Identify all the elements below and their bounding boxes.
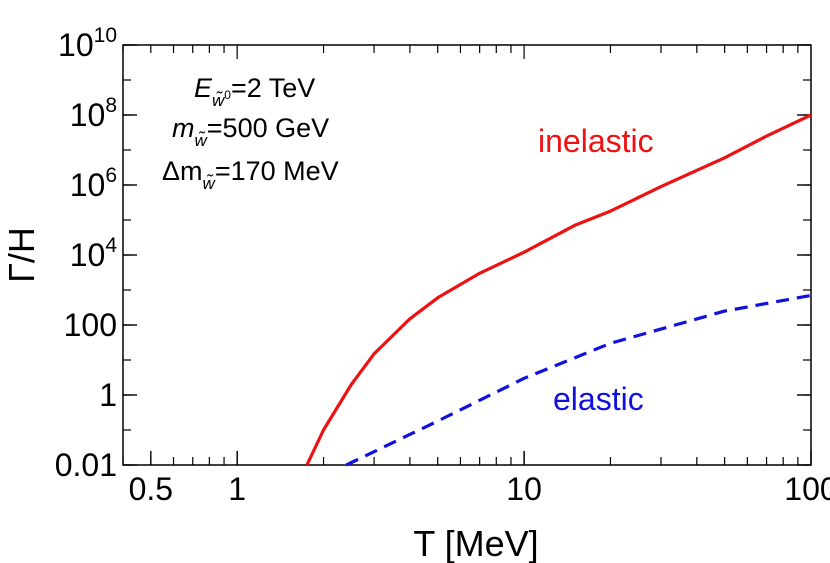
- y-tick-label: 0.01: [55, 447, 117, 483]
- x-tick-label: 0.5: [129, 471, 173, 507]
- minor-ticks: [122, 44, 811, 466]
- y-ticks: 0.01 1 100 104 106 108 1010: [55, 24, 811, 483]
- series-label-elastic: elastic: [553, 381, 644, 417]
- plot-frame: [122, 44, 812, 466]
- y-axis-title: Γ/H: [1, 227, 42, 283]
- series-label-inelastic: inelastic: [538, 123, 654, 159]
- y-tick-label: 100: [64, 307, 117, 343]
- x-tick-label: 1: [228, 471, 246, 507]
- x-axis-title: T [MeV]: [413, 523, 538, 563]
- x-tick-label: 100: [784, 471, 830, 507]
- x-ticks: 0.5 1 10 100: [129, 451, 830, 507]
- y-tick-label: 108: [70, 94, 117, 133]
- annotation-energy: Ew̃0=2 TeV: [194, 73, 315, 110]
- series-line-inelastic: [305, 113, 812, 466]
- annotation-mass: mw̃=500 GeV: [172, 113, 329, 150]
- svg-text:mw̃=500 GeV: mw̃=500 GeV: [172, 113, 329, 150]
- y-tick-label: 104: [70, 234, 118, 273]
- y-tick-label: 1: [99, 377, 117, 413]
- svg-text:Δmw̃=170 MeV: Δmw̃=170 MeV: [162, 156, 339, 193]
- svg-text:Ew̃0=2 TeV: Ew̃0=2 TeV: [194, 73, 315, 110]
- y-tick-label: 106: [70, 164, 117, 203]
- x-tick-label: 10: [506, 471, 542, 507]
- series-line-elastic: [345, 293, 812, 467]
- annotation-splitting: Δmw̃=170 MeV: [162, 156, 339, 193]
- series-group: [305, 113, 812, 467]
- y-tick-label: 1010: [58, 24, 117, 63]
